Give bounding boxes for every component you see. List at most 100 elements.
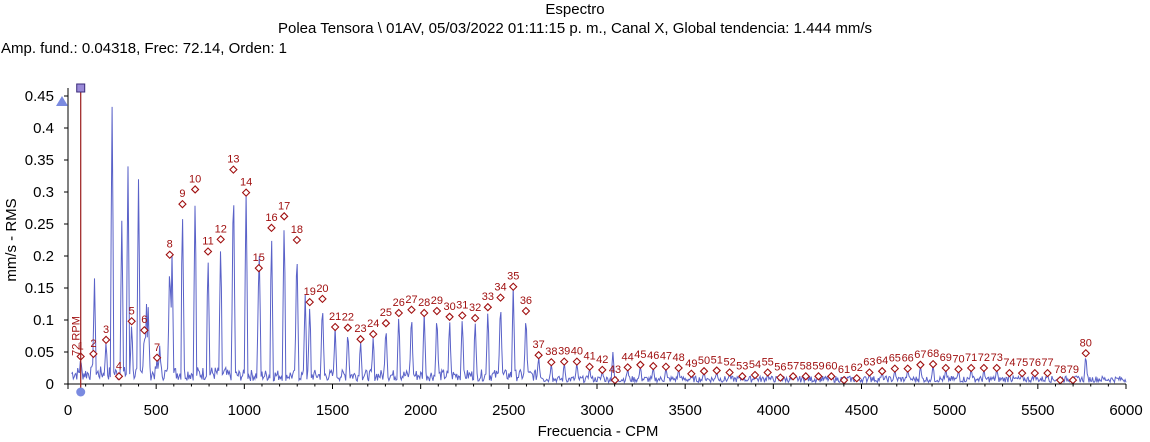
harmonic-marker: 72 [978,352,990,373]
harmonic-diamond [152,353,162,363]
harmonic-label: 6 [141,314,147,326]
harmonic-marker: 8 [165,239,175,259]
harmonic-diamond [89,349,98,359]
harmonic-label: 9 [179,188,185,200]
harmonic-label: 48 [673,352,685,364]
harmonic-diamond [216,235,225,244]
x-axis-label: Frecuencia - CPM [538,423,659,440]
y-tick-label: 0 [46,376,54,393]
harmonic-diamond [521,306,531,316]
harmonic-marker: 10 [189,173,201,194]
harmonic-marker: 35 [507,271,519,291]
harmonic-label: 29 [431,295,443,307]
harmonic-diamond [368,329,378,339]
harmonic-diamond [954,365,963,374]
harmonic-diamond [1017,368,1027,378]
harmonic-label: 32 [469,302,481,314]
harmonic-label: 57 [787,360,799,372]
harmonic-diamond [127,317,136,326]
harmonic-label: 7 [154,342,160,354]
harmonic-label: 53 [736,360,748,372]
harmonic-marker: 36 [520,295,532,316]
harmonic-label: 65 [889,353,901,365]
harmonic-diamond [559,357,569,366]
harmonic-label: 41 [583,351,595,363]
harmonic-marker: 39 [558,346,570,366]
harmonic-marker: 74 [1003,357,1016,378]
cursor-handle-top [76,83,86,93]
harmonic-label: 37 [533,339,545,351]
harmonic-marker: 53 [736,360,748,381]
harmonic-diamond [508,282,518,291]
harmonic-diamond [178,199,187,209]
cursor-handle-bottom [76,387,86,397]
harmonic-marker: 26 [393,297,405,318]
cursor-info: Amp. fund.: 0.04318, Frec: 72.14, Orden:… [1,40,288,57]
harmonic-label: 72 [978,352,990,364]
x-tick-label: 3000 [580,402,613,419]
harmonic-diamond [788,372,798,381]
harmonic-diamond [687,369,696,379]
harmonic-diamond [598,365,607,375]
harmonic-diamond [343,323,353,332]
x-tick-label: 1500 [316,402,349,419]
harmonic-marker: 65 [889,353,901,373]
y-tick-label: 0.1 [33,312,54,329]
y-tick-label: 0.3 [33,184,54,201]
harmonic-marker: 2 [89,338,98,359]
harmonic-diamond [661,362,671,371]
harmonic-marker: 16 [265,212,278,233]
harmonic-marker: 6 [140,314,149,335]
harmonic-markers: 1234567891011121314151617181920212223242… [76,154,1092,385]
harmonic-marker: 7 [152,342,162,363]
harmonic-diamond [979,363,989,373]
harmonic-diamond [1043,368,1052,378]
x-tick-label: 4000 [757,402,790,419]
harmonic-label: 63 [863,356,875,368]
harmonic-label: 49 [685,358,697,370]
harmonic-marker: 48 [673,352,685,373]
x-tick-label: 6000 [1109,402,1142,419]
harmonic-label: 36 [520,295,532,307]
harmonic-diamond [750,370,760,380]
harmonic-label: 80 [1080,337,1092,349]
harmonic-marker: 52 [723,356,736,377]
harmonic-label: 13 [227,154,239,166]
harmonic-marker: 66 [902,353,914,373]
harmonic-diamond [483,302,493,312]
harmonic-marker: 73 [991,352,1003,373]
harmonic-label: 14 [240,177,252,189]
harmonic-label: 45 [634,349,646,361]
harmonic-diamond [547,357,556,367]
harmonic-marker: 28 [418,297,430,318]
harmonic-diamond [267,223,276,233]
harmonic-marker: 55 [762,356,774,377]
harmonic-diamond [1005,368,1014,378]
harmonic-marker: 33 [482,291,494,312]
harmonic-label: 56 [774,362,786,374]
harmonic-marker: 75 [1016,357,1028,378]
harmonic-label: 15 [253,252,265,264]
harmonic-diamond [763,368,772,377]
harmonic-marker: 58 [800,360,812,381]
harmonic-diamond [1081,349,1091,358]
harmonic-marker: 63 [863,356,876,377]
harmonic-diamond [966,363,976,373]
harmonic-diamond [101,335,111,345]
harmonic-label: 20 [316,283,328,295]
x-tick-label: 2000 [404,402,437,419]
harmonic-diamond [318,294,327,304]
harmonic-label: 61 [838,364,850,376]
harmonic-diamond [827,372,836,381]
x-tick-label: 0 [64,402,72,419]
harmonic-diamond [407,305,416,315]
harmonic-label: 27 [405,294,417,306]
harmonic-marker: 42 [596,354,608,375]
harmonic-label: 11 [202,236,213,248]
harmonic-label: 19 [304,286,316,298]
harmonic-marker: 62 [851,362,863,383]
harmonic-marker: 25 [380,307,392,328]
harmonic-label: 40 [571,346,583,358]
harmonic-label: 22 [342,312,354,324]
